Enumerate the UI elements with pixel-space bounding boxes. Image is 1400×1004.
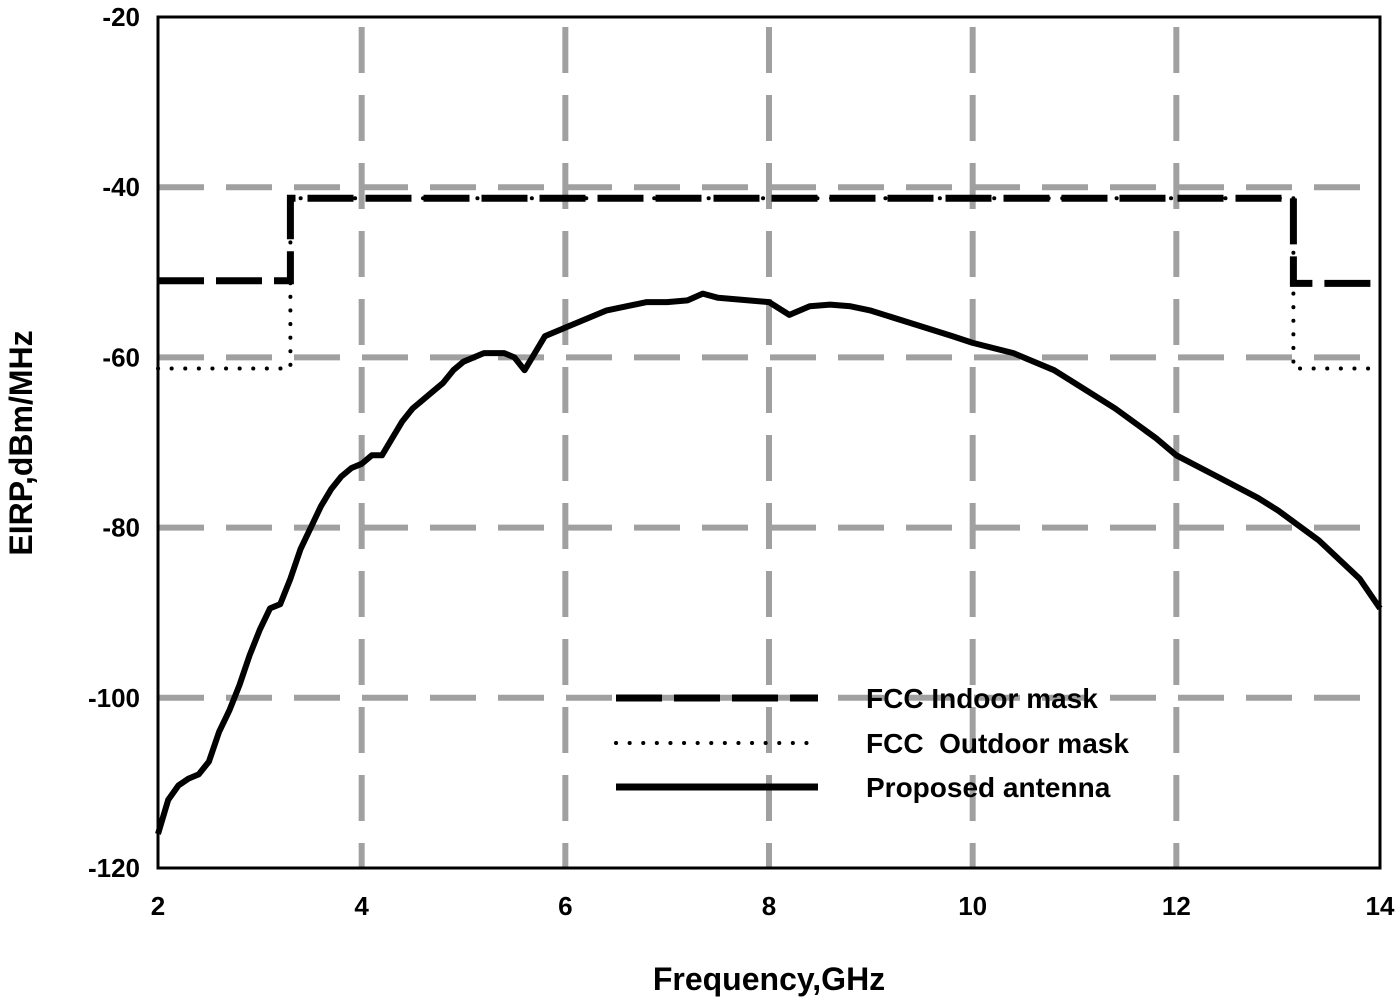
y-axis-title: EIRP,dBm/MHz bbox=[3, 330, 39, 555]
series-proposed-antenna bbox=[155, 290, 1383, 835]
y-tick-label: -120 bbox=[88, 853, 140, 883]
series-fcc-outdoor-mask bbox=[156, 196, 1382, 371]
x-tick-label: 10 bbox=[958, 891, 987, 921]
x-tick-label: 12 bbox=[1162, 891, 1191, 921]
grid-lines bbox=[158, 17, 1380, 868]
legend-label-indoor: FCC Indoor mask bbox=[866, 683, 1098, 714]
x-tick-label: 8 bbox=[762, 891, 776, 921]
y-tick-labels: -20 -40 -60 -80 -100 -120 bbox=[88, 2, 140, 883]
x-tick-label: 2 bbox=[151, 891, 165, 921]
x-tick-labels: 2 4 6 8 10 12 14 bbox=[151, 891, 1395, 921]
y-tick-label: -100 bbox=[88, 683, 140, 713]
y-tick-label: -40 bbox=[102, 172, 140, 202]
y-tick-label: -60 bbox=[102, 342, 140, 372]
x-axis-title: Frequency,GHz bbox=[653, 961, 885, 997]
data-series bbox=[155, 194, 1383, 835]
x-tick-label: 6 bbox=[558, 891, 572, 921]
y-tick-label: -20 bbox=[102, 2, 140, 32]
legend: FCC Indoor mask FCC Outdoor mask Propose… bbox=[614, 683, 1129, 803]
legend-label-outdoor: FCC Outdoor mask bbox=[866, 728, 1129, 759]
x-tick-label: 14 bbox=[1366, 891, 1395, 921]
y-tick-label: -80 bbox=[102, 513, 140, 543]
plot-frame bbox=[156, 15, 1382, 870]
x-tick-label: 4 bbox=[354, 891, 369, 921]
legend-label-antenna: Proposed antenna bbox=[866, 772, 1111, 803]
